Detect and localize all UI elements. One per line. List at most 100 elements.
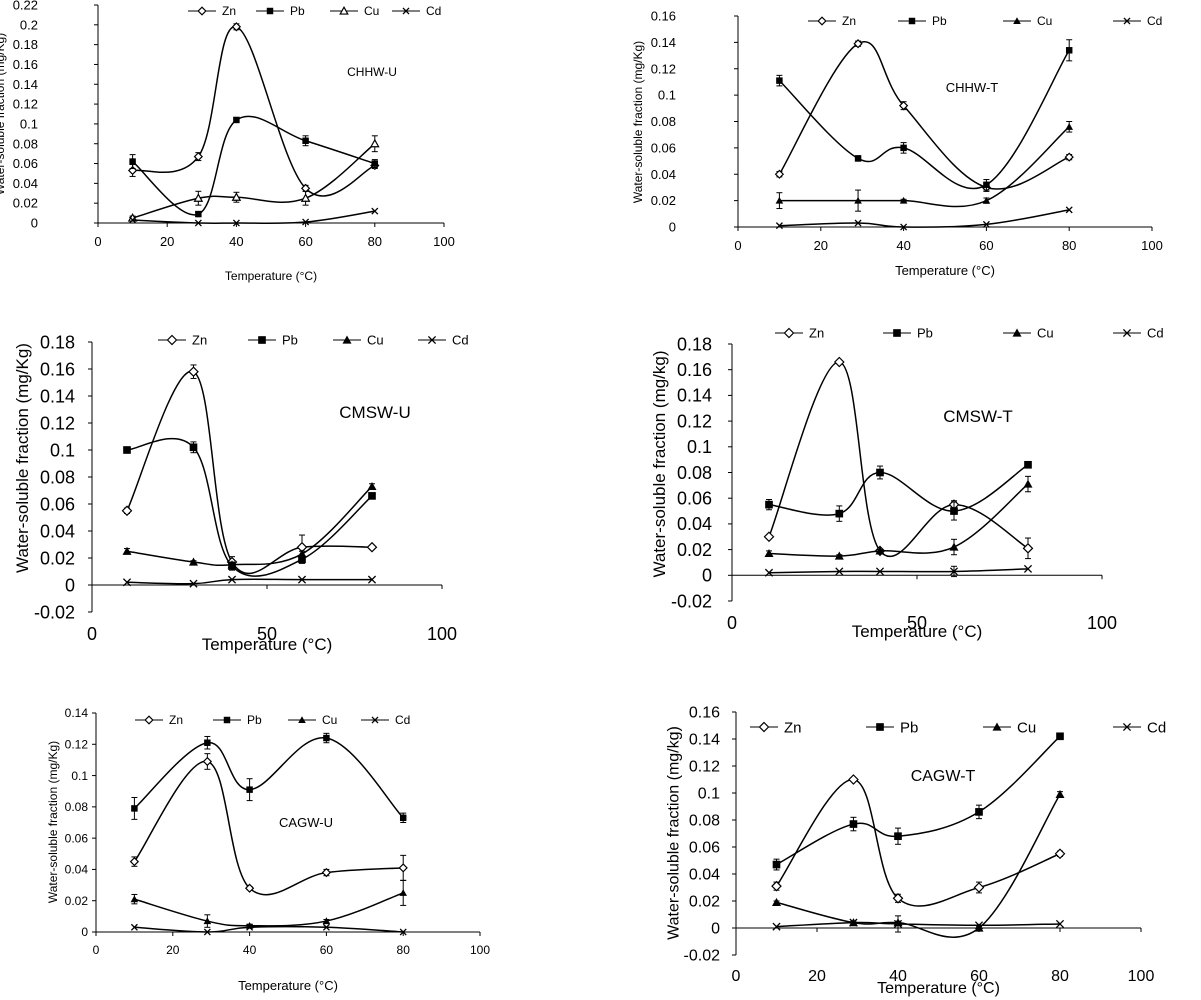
y-tick-label: 0.12 bbox=[13, 97, 38, 112]
y-tick-label: 0.14 bbox=[651, 35, 676, 50]
data-point-zn bbox=[321, 867, 332, 878]
data-point-zn bbox=[892, 892, 904, 904]
data-point-cd bbox=[302, 218, 310, 226]
data-point-cd bbox=[949, 567, 959, 576]
x-axis-title: Temperature (°C) bbox=[895, 263, 995, 278]
legend-label-pb: Pb bbox=[917, 326, 933, 341]
panel-label: CMSW-U bbox=[339, 403, 410, 422]
data-point-pb bbox=[298, 555, 306, 564]
panel-cagw-t: -0.02 0 0.02 0.04 0.06 0.08 0.1 0.12 0.14 0.16 0 20… bbox=[665, 705, 1166, 997]
legend-label-zn: Zn bbox=[842, 14, 856, 28]
legend-marker-cu bbox=[298, 716, 306, 724]
data-point-cu bbox=[322, 917, 331, 925]
data-point-cd bbox=[371, 207, 379, 215]
legend-marker-cd bbox=[1122, 328, 1132, 338]
data-point-cu bbox=[130, 895, 139, 903]
series-line-zn bbox=[778, 41, 1070, 190]
y-tick-label: 0.12 bbox=[65, 737, 89, 751]
x-axis-title: Temperature (°C) bbox=[852, 622, 983, 641]
y-tick-label: 0.08 bbox=[689, 813, 720, 830]
data-point-cd bbox=[835, 567, 844, 576]
data-point-pb bbox=[1065, 47, 1073, 54]
x-tick-label: 60 bbox=[979, 238, 993, 253]
y-tick-label: 0 bbox=[711, 921, 720, 938]
x-tick-label: 80 bbox=[368, 234, 382, 249]
legend-marker-zn bbox=[817, 16, 827, 26]
legend-marker-pb bbox=[223, 716, 231, 724]
legend-marker-pb bbox=[908, 17, 916, 25]
data-point-cd bbox=[1065, 206, 1073, 214]
data-point-cu bbox=[369, 138, 380, 148]
legend-label-cd: Cd bbox=[426, 4, 441, 18]
y-tick-label: -0.02 bbox=[684, 948, 721, 965]
data-point-cu bbox=[189, 557, 198, 566]
x-tick-label: 40 bbox=[896, 238, 910, 253]
data-point-pb bbox=[776, 77, 783, 84]
data-point-cd bbox=[399, 928, 407, 936]
data-point-pb bbox=[371, 160, 379, 167]
y-tick-label: 0.04 bbox=[651, 167, 676, 182]
series-line-pb bbox=[133, 737, 404, 819]
data-point-cu bbox=[300, 193, 311, 202]
x-tick-label: 100 bbox=[427, 624, 457, 644]
series-line-zn bbox=[775, 778, 1061, 907]
x-tick-label: 40 bbox=[229, 234, 243, 249]
x-tick-label: 80 bbox=[1062, 238, 1076, 253]
series-line-zn bbox=[768, 361, 1029, 558]
data-point-pb bbox=[983, 181, 990, 189]
data-point-pb bbox=[950, 507, 958, 515]
data-point-cu bbox=[399, 889, 407, 896]
y-axis-title: Water-soluble fraction (mg/kg) bbox=[650, 350, 669, 577]
data-point-cd bbox=[232, 219, 240, 227]
legend-label-cd: Cd bbox=[1147, 14, 1162, 28]
y-tick-label: 0.14 bbox=[13, 77, 38, 92]
series-line-cu bbox=[132, 143, 376, 219]
y-tick-label: 0.16 bbox=[13, 57, 38, 72]
y-tick-label: 0.02 bbox=[65, 894, 89, 908]
y-tick-label: 0.16 bbox=[40, 359, 75, 379]
x-tick-label: 100 bbox=[1128, 968, 1155, 985]
y-tick-label: -0.02 bbox=[671, 591, 712, 611]
data-point-cu bbox=[775, 196, 784, 204]
data-point-pb bbox=[975, 808, 983, 816]
data-point-cd bbox=[875, 567, 885, 576]
data-point-cu bbox=[974, 923, 984, 932]
panel-chhw-t: 0 0.02 0.04 0.06 0.08 0.1 0.12 0.14 0.16 0 20 40 60 8… bbox=[631, 9, 1163, 278]
y-axis-title: Water-soluble fraction (mg/Kg) bbox=[46, 741, 60, 903]
panel-label: CAGW-T bbox=[911, 768, 976, 785]
legend-label-cd: Cd bbox=[452, 333, 469, 348]
y-tick-label: 0.1 bbox=[71, 769, 88, 783]
series-line-pb bbox=[768, 464, 1029, 516]
data-point-zn bbox=[188, 366, 199, 378]
data-point-cd bbox=[122, 578, 132, 587]
data-point-cu bbox=[834, 551, 844, 560]
data-point-cd bbox=[203, 928, 211, 936]
y-tick-label: 0.06 bbox=[689, 840, 720, 857]
y-tick-label: 0.06 bbox=[40, 494, 75, 514]
series-line-cu bbox=[126, 485, 373, 567]
data-point-pb bbox=[765, 500, 773, 509]
y-tick-label: 0.18 bbox=[13, 37, 38, 52]
y-axis-title: Water-soluble fraction (mg/kg) bbox=[665, 726, 682, 940]
legend-marker-cd bbox=[371, 716, 379, 724]
data-point-zn bbox=[763, 531, 775, 543]
data-point-cd bbox=[974, 921, 984, 930]
data-point-cu bbox=[367, 481, 377, 491]
data-point-pb bbox=[835, 509, 844, 518]
y-tick-label: 0.18 bbox=[677, 334, 712, 354]
y-tick-label: 0.08 bbox=[677, 463, 712, 483]
data-point-pb bbox=[189, 443, 198, 452]
series-line-cd bbox=[768, 568, 1029, 574]
y-tick-label: 0.04 bbox=[677, 514, 712, 534]
x-tick-label: 50 bbox=[907, 613, 927, 633]
series-line-cu bbox=[776, 793, 1061, 938]
series-line-zn bbox=[126, 370, 373, 575]
data-point-cd bbox=[772, 922, 781, 931]
series-line-cu bbox=[779, 126, 1070, 208]
data-point-cu bbox=[875, 546, 885, 555]
y-tick-label: 0.16 bbox=[689, 705, 720, 722]
data-point-zn bbox=[121, 505, 133, 517]
data-point-pb bbox=[772, 860, 781, 869]
y-tick-label: 0.04 bbox=[13, 176, 38, 191]
data-point-cu bbox=[231, 192, 242, 201]
